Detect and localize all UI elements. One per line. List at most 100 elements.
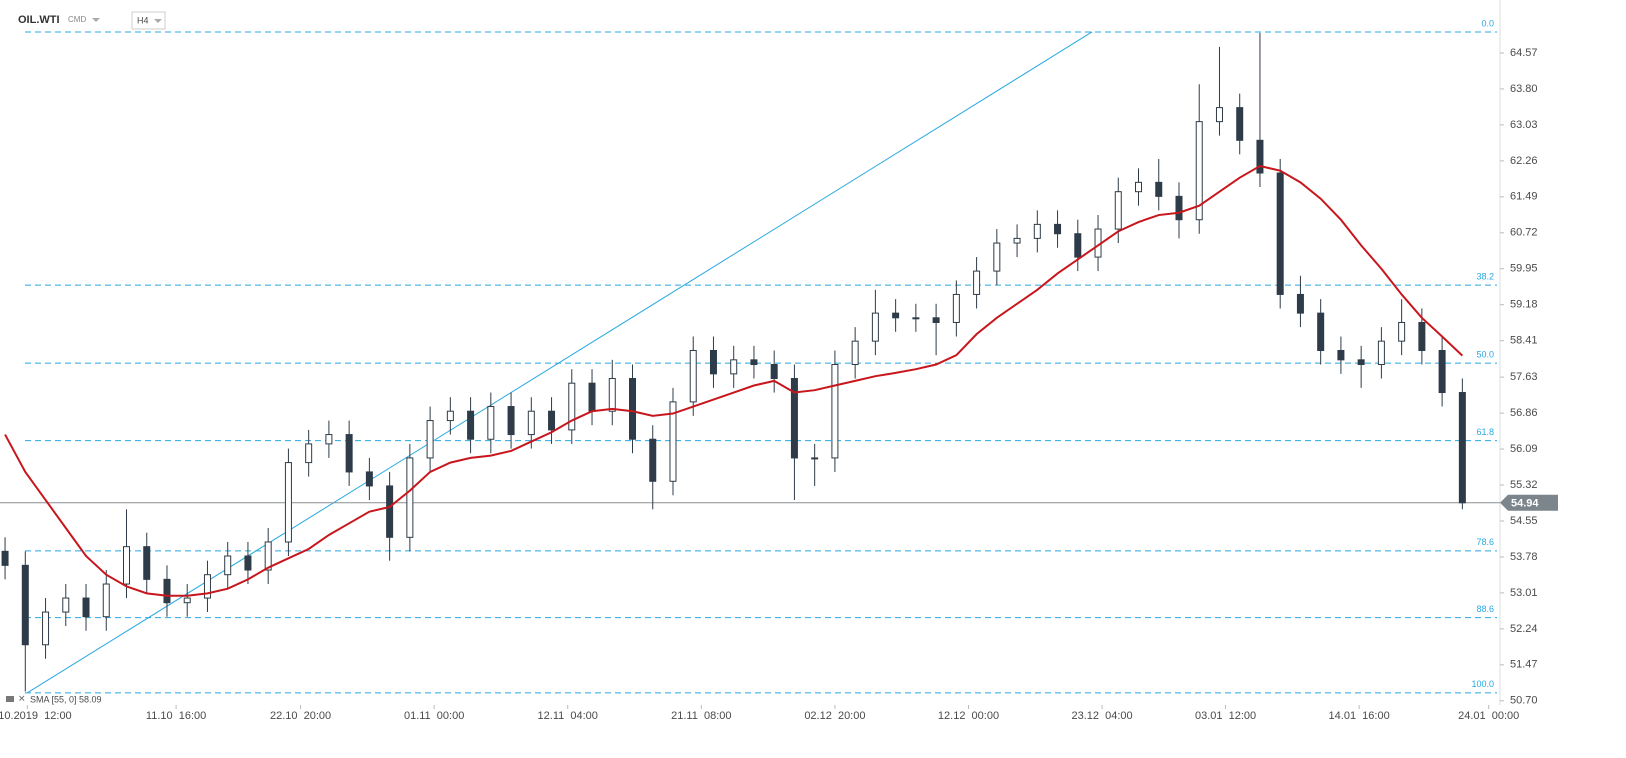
- candle-body: [568, 382, 576, 431]
- interval: H4: [137, 15, 149, 25]
- x-tick-label: 12.11 04:00: [538, 710, 598, 722]
- candle-body: [932, 317, 940, 323]
- candle-body: [629, 378, 637, 440]
- candle-body: [730, 359, 738, 375]
- fib-label: 50.0: [1476, 349, 1494, 359]
- candle-body: [345, 434, 353, 473]
- candle-body: [527, 410, 535, 436]
- x-tick-label: 11.10 16:00: [146, 710, 206, 722]
- x-tick-label: 12.12 00:00: [938, 710, 999, 722]
- candle-body: [811, 457, 819, 460]
- candle-body: [102, 583, 110, 618]
- candle-body: [1074, 233, 1082, 258]
- candle-body: [1357, 359, 1365, 366]
- candle-body: [1276, 172, 1284, 295]
- candle-body: [467, 410, 475, 440]
- candle-body: [406, 457, 414, 538]
- candle-body: [163, 578, 171, 604]
- y-tick-label: 59.95: [1510, 263, 1538, 275]
- dropdown-icon[interactable]: [92, 18, 100, 22]
- candle-body: [608, 378, 616, 412]
- fib-label: 0.0: [1481, 18, 1494, 28]
- candle-body: [365, 471, 373, 487]
- y-tick-label: 59.18: [1510, 299, 1538, 311]
- candle-body: [1377, 340, 1385, 366]
- candle-body: [973, 270, 981, 295]
- candle-body: [1114, 191, 1122, 230]
- candle-body: [224, 555, 232, 576]
- indicator-label: SMA [55, 0] 58.09: [30, 694, 102, 704]
- candle-body: [770, 364, 778, 380]
- fib-label: 88.6: [1476, 604, 1494, 614]
- x-tick-label: 02.12 20:00: [804, 710, 865, 722]
- candle-body: [42, 611, 50, 646]
- candle-body: [851, 340, 859, 366]
- candle-body: [264, 541, 272, 571]
- candle-body: [507, 406, 515, 436]
- candle-body: [952, 293, 960, 323]
- candle-body: [1013, 237, 1021, 244]
- price-tag-label: 54.94: [1511, 498, 1539, 510]
- candle-body: [1256, 139, 1264, 174]
- candle-body: [1135, 181, 1143, 193]
- candle-body: [1, 550, 9, 566]
- candle-body: [1296, 293, 1304, 314]
- market: CMD: [68, 15, 86, 24]
- candle-body: [426, 420, 434, 459]
- candle-body: [548, 410, 556, 431]
- y-tick-label: 54.55: [1510, 515, 1538, 527]
- candle-body: [831, 364, 839, 459]
- candle-body: [183, 597, 191, 604]
- candle-body: [1398, 321, 1406, 342]
- candle-body: [892, 312, 900, 319]
- y-tick-label: 56.09: [1510, 443, 1538, 455]
- y-tick-label: 53.78: [1510, 551, 1538, 563]
- y-tick-label: 56.86: [1510, 407, 1538, 419]
- candle-body: [1054, 223, 1062, 235]
- candle-body: [82, 597, 90, 618]
- y-tick-label: 58.41: [1510, 335, 1538, 347]
- candle-body: [1337, 349, 1345, 361]
- candle-body: [123, 546, 131, 585]
- fib-label: 61.8: [1476, 427, 1494, 437]
- symbol: OIL.WTI: [18, 14, 60, 26]
- candle-body: [1438, 349, 1446, 394]
- candle-body: [325, 434, 333, 445]
- y-tick-label: 64.57: [1510, 47, 1538, 59]
- x-tick-label: 01.11 00:00: [404, 710, 464, 722]
- candle-body: [1155, 181, 1163, 197]
- candle-body: [244, 555, 252, 571]
- candle-body: [21, 564, 29, 646]
- candle-body: [1175, 195, 1183, 221]
- candle-body: [649, 438, 657, 482]
- candle-body: [1317, 312, 1325, 351]
- y-tick-label: 52.24: [1510, 623, 1538, 635]
- candle-body: [487, 406, 495, 440]
- y-tick-label: 50.70: [1510, 695, 1538, 707]
- x-tick-label: 21.11 08:00: [671, 710, 731, 722]
- close-icon[interactable]: ✕: [18, 693, 26, 703]
- candle-body: [709, 349, 717, 375]
- fib-label: 78.6: [1476, 537, 1494, 547]
- candle-body: [305, 443, 313, 464]
- x-tick-label: 24.01 00:00: [1458, 710, 1519, 722]
- candle-body: [1458, 392, 1466, 504]
- indicator-icon[interactable]: [6, 696, 14, 702]
- candle-body: [912, 317, 920, 320]
- candle-body: [143, 546, 151, 580]
- candle-body: [1215, 107, 1223, 123]
- sma-line: [4, 164, 1464, 597]
- candle-body: [790, 378, 798, 459]
- interval-box[interactable]: [131, 11, 166, 30]
- candle-body: [284, 462, 292, 543]
- y-tick-label: 53.01: [1510, 587, 1538, 599]
- candle-body: [1033, 223, 1041, 239]
- y-tick-label: 63.03: [1510, 119, 1538, 131]
- candle-body: [669, 401, 677, 482]
- candle-body: [689, 349, 697, 403]
- candle-body: [871, 312, 879, 342]
- x-tick-label: 23.12 04:00: [1071, 710, 1132, 722]
- candle-body: [588, 382, 596, 412]
- fib-label: 100.0: [1471, 679, 1494, 689]
